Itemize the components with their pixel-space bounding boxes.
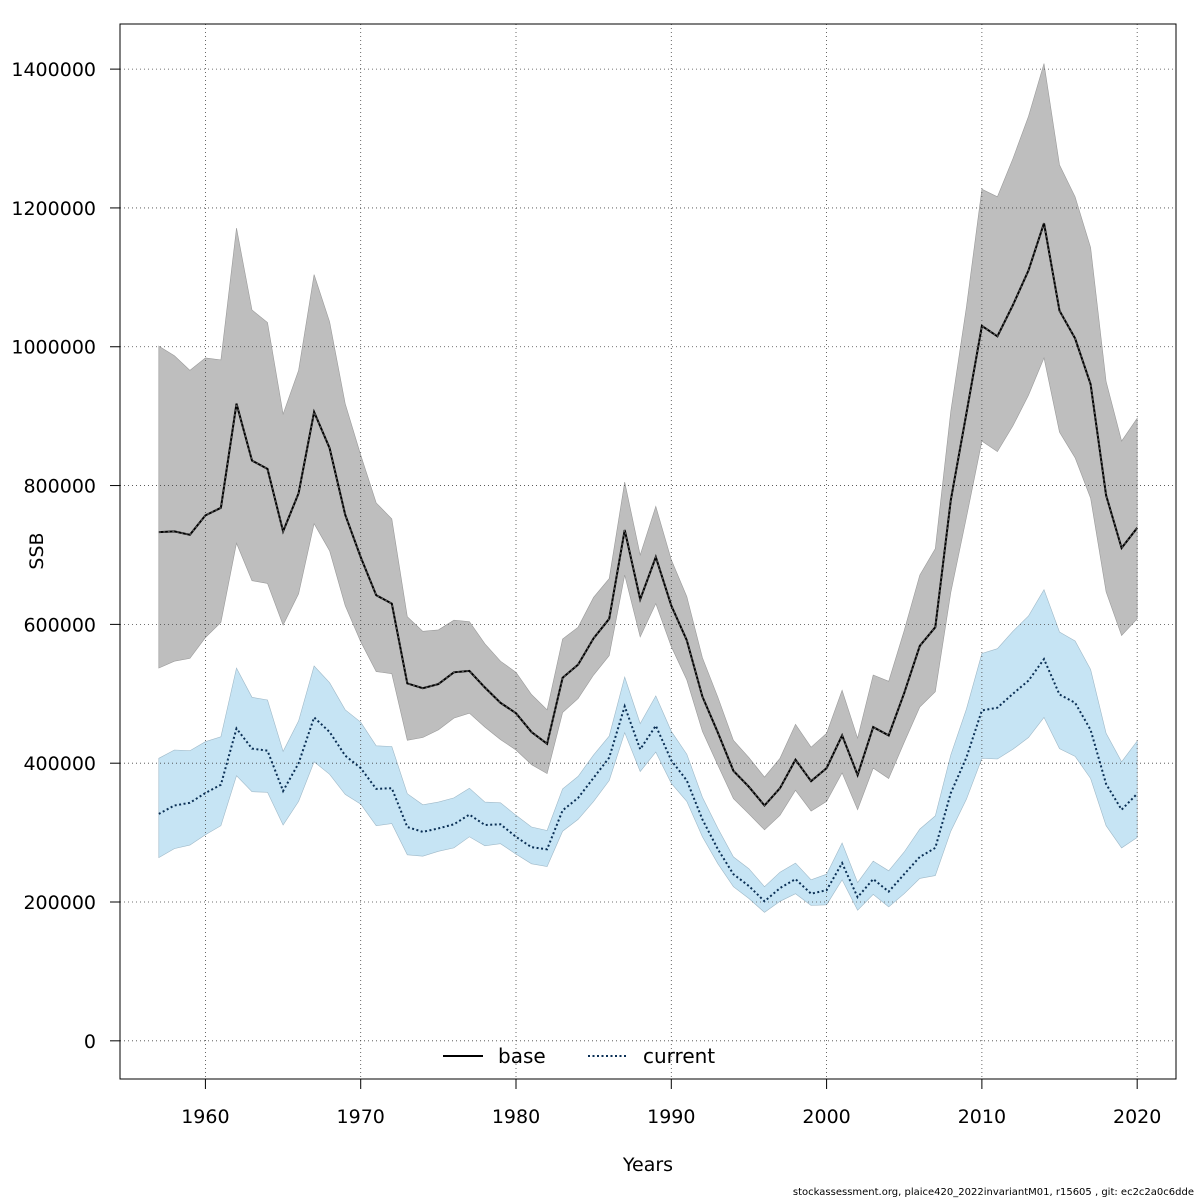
- legend: base current: [443, 1044, 715, 1068]
- x-tick-label-2000: 2000: [802, 1106, 850, 1128]
- legend-base-label: base: [498, 1044, 546, 1068]
- x-tick-label-1980: 1980: [492, 1106, 540, 1128]
- y-tick-label-1000000: 1000000: [11, 337, 96, 359]
- current-line: [158, 657, 1138, 903]
- x-tick-label-1970: 1970: [337, 1106, 385, 1128]
- x-tick-label-1960: 1960: [181, 1106, 229, 1128]
- x-tick-label-2020: 2020: [1113, 1106, 1161, 1128]
- y-tick-label-600000: 600000: [23, 614, 96, 636]
- x-tick-label-2010: 2010: [958, 1106, 1006, 1128]
- x-axis-ticks: 1960 1970 1980 1990 2000 2010 2020: [181, 1079, 1161, 1128]
- base-line-overlay: [158, 223, 1138, 807]
- y-tick-label-1400000: 1400000: [11, 59, 96, 81]
- y-tick-label-1200000: 1200000: [11, 198, 96, 220]
- y-axis-title: SSB: [26, 532, 48, 569]
- plot-frame: [119, 23, 1177, 1080]
- y-tick-label-200000: 200000: [23, 892, 96, 914]
- y-tick-label-400000: 400000: [23, 753, 96, 775]
- grid-lines: [120, 24, 1176, 1079]
- axes: [119, 23, 1177, 1080]
- x-axis-title: Years: [622, 1154, 673, 1176]
- y-tick-label-800000: 800000: [23, 476, 96, 498]
- y-tick-label-0: 0: [84, 1031, 96, 1053]
- y-axis-ticks: 0 200000 400000 600000 800000 1000000 1200000 1…: [11, 59, 120, 1053]
- confidence-bands: [158, 63, 1138, 913]
- current-confidence-band: [158, 589, 1138, 913]
- legend-current-label: current: [643, 1044, 715, 1068]
- x-tick-label-1990: 1990: [647, 1106, 695, 1128]
- series-lines: [158, 222, 1138, 903]
- footer-note: stockassessment.org, plaice420_2022invar…: [792, 1187, 1194, 1198]
- base-confidence-band: [158, 63, 1138, 831]
